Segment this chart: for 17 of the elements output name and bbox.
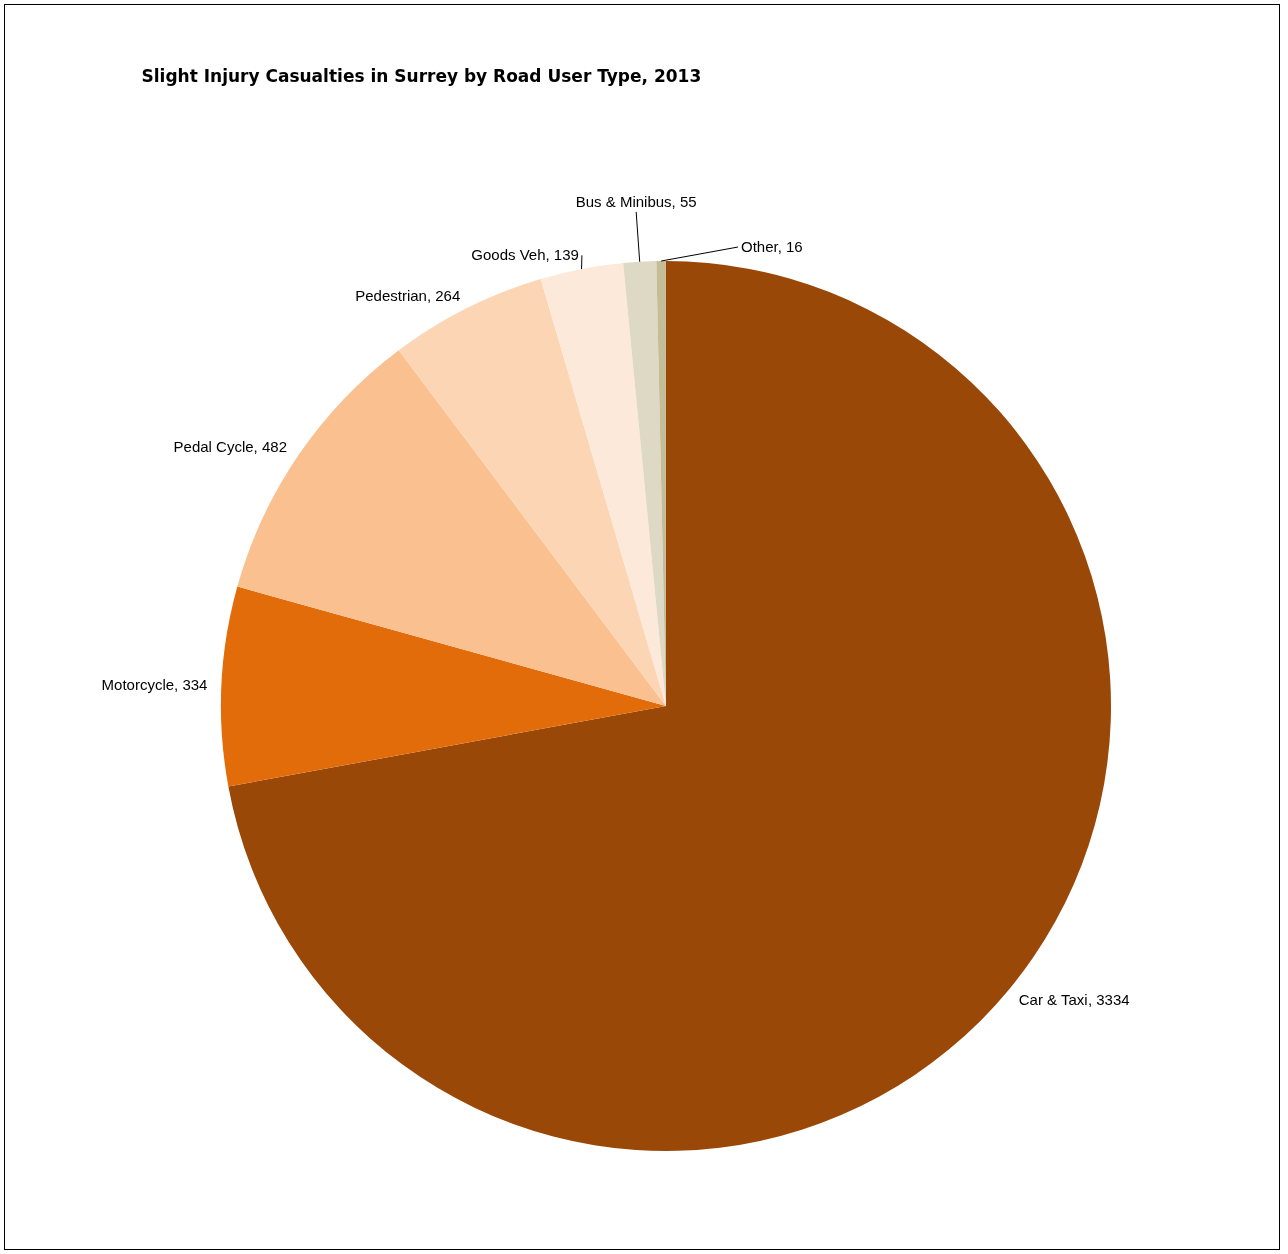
data-label: , 139 — [545, 246, 579, 264]
slice-label: Bus & Minibus — [575, 192, 672, 210]
data-label: , 264 — [426, 286, 461, 304]
slice-label: Pedestrian — [355, 286, 427, 304]
data-label: , 334 — [174, 676, 208, 694]
data-label: , 3334 — [1087, 990, 1130, 1008]
pie-slice — [540, 263, 666, 706]
slice-label: Goods Veh — [471, 246, 546, 264]
data-label: , 16 — [777, 238, 803, 256]
data-label: , 55 — [671, 192, 697, 210]
pie-slice — [221, 586, 666, 787]
chart-title: Slight Injury Casualties in Surrey by Road User Type, 2013 — [141, 65, 702, 86]
slice-label: Other — [741, 238, 779, 256]
slice-label: Car & Taxi — [1018, 990, 1088, 1008]
slice-label: Pedal Cycle — [173, 438, 254, 456]
data-label: , 482 — [253, 438, 287, 456]
slice-label: Motorcycle — [101, 676, 175, 694]
